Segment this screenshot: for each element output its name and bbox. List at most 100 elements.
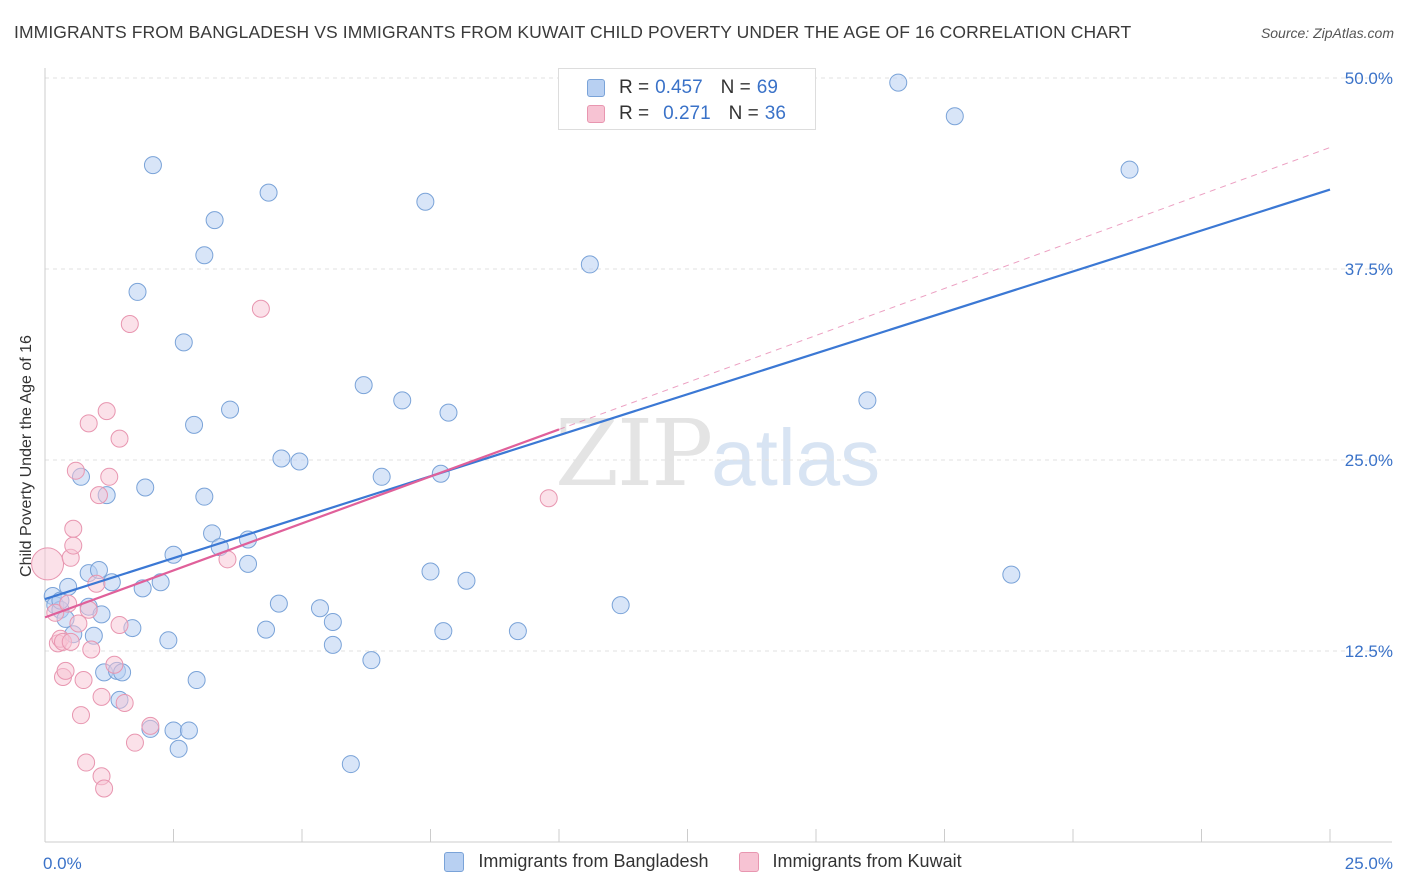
data-point-bangladesh [221,400,240,419]
data-point-kuwait [77,753,96,772]
y-tick-label: 37.5% [1345,260,1393,279]
data-point-bangladesh [205,211,224,230]
data-point-kuwait [79,414,98,433]
series-legend: Immigrants from Bangladesh Immigrants fr… [0,851,1406,872]
series-swatch-bangladesh [444,851,465,872]
y-tick-label: 50.0% [1345,69,1393,88]
data-point-kuwait [95,779,114,798]
data-point-bangladesh [164,721,183,740]
data-point-bangladesh [143,156,162,175]
data-point-kuwait [89,486,108,505]
data-point-bangladesh [136,478,155,497]
legend-r-label: R = [619,103,650,124]
data-point-kuwait [82,640,101,659]
data-point-bangladesh [310,599,329,618]
data-point-bangladesh [323,635,342,654]
legend-swatch-bangladesh [587,79,605,97]
data-point-bangladesh [858,391,877,410]
legend-r-value: 0.457 [655,77,703,98]
data-point-kuwait [110,616,129,635]
data-point-bangladesh [128,282,147,301]
data-point-bangladesh [457,571,476,590]
legend-n-value: 36 [764,103,786,124]
x-tick-label: 25.0% [1345,854,1393,873]
data-point-kuwait [141,716,160,735]
data-point-bangladesh [272,449,291,468]
data-point-bangladesh [257,620,276,639]
series-legend-kuwait: Immigrants from Kuwait [738,851,962,872]
legend-n-value: 69 [756,77,778,98]
legend-n-label: N = [728,103,759,124]
data-point-kuwait [56,661,75,680]
data-point-kuwait [31,547,65,581]
data-point-bangladesh [323,612,342,631]
data-point-kuwait [69,614,88,633]
data-point-bangladesh [434,622,453,641]
data-point-bangladesh [372,467,391,486]
data-point-bangladesh [393,391,412,410]
series-swatch-kuwait [738,851,759,872]
data-point-bangladesh [580,255,599,274]
data-point-bangladesh [179,721,198,740]
data-point-bangladesh [611,596,630,615]
legend-r-label: R = [619,77,650,98]
watermark: ZIPatlas [555,400,880,507]
data-point-bangladesh [889,73,908,92]
data-point-kuwait [74,671,93,690]
series-label-kuwait: Immigrants from Kuwait [772,851,962,871]
data-point-bangladesh [159,631,178,650]
data-point-kuwait [251,299,270,318]
data-point-bangladesh [195,487,214,506]
legend-r-value: 0.271 [663,103,711,124]
data-point-bangladesh [195,246,214,265]
data-point-bangladesh [1120,160,1139,179]
legend-n-label: N = [720,77,751,98]
data-point-kuwait [105,655,124,674]
data-point-bangladesh [508,622,527,641]
chart-title: IMMIGRANTS FROM BANGLADESH VS IMMIGRANTS… [14,22,1132,42]
data-point-bangladesh [239,554,258,573]
series-label-bangladesh: Immigrants from Bangladesh [478,851,709,871]
data-point-bangladesh [354,376,373,395]
data-point-kuwait [64,536,83,555]
data-point-bangladesh [259,183,278,202]
data-point-kuwait [92,687,111,706]
data-point-bangladesh [439,403,458,422]
data-point-bangladesh [1002,565,1021,584]
data-point-bangladesh [185,415,204,434]
data-point-bangladesh [174,333,193,352]
series-legend-bangladesh: Immigrants from Bangladesh [444,851,709,872]
trend-line-kuwait [44,428,560,619]
x-tick-label: 0.0% [43,854,82,873]
data-point-kuwait [120,315,139,334]
legend-swatch-kuwait [587,105,605,123]
correlation-legend: R = 0.457 N = 69 R = 0.271 N = 36 [558,68,816,130]
data-point-bangladesh [362,651,381,670]
data-point-kuwait [97,402,116,421]
data-point-kuwait [61,632,80,651]
trend-line-bangladesh [44,188,1331,601]
data-point-kuwait [64,519,83,538]
data-point-bangladesh [945,107,964,126]
trend-line-kuwait-extension [558,147,1331,430]
data-point-bangladesh [169,739,188,758]
data-point-bangladesh [269,594,288,613]
data-point-bangladesh [416,192,435,211]
data-point-bangladesh [421,562,440,581]
data-point-kuwait [100,467,119,486]
data-point-bangladesh [187,671,206,690]
legend-row-bangladesh: R = 0.457 N = 69 [587,76,778,100]
legend-row-kuwait: R = 0.271 N = 36 [587,102,786,126]
watermark-zip: ZIP [555,400,713,507]
data-point-bangladesh [151,573,170,592]
y-tick-label: 12.5% [1345,642,1393,661]
data-point-kuwait [125,733,144,752]
data-point-bangladesh [341,755,360,774]
data-point-kuwait [110,429,129,448]
data-point-bangladesh [203,524,222,543]
data-point-kuwait [66,461,85,480]
data-point-bangladesh [290,452,309,471]
watermark-atlas: atlas [711,413,881,502]
source-label: Source: ZipAtlas.com [1260,25,1394,41]
